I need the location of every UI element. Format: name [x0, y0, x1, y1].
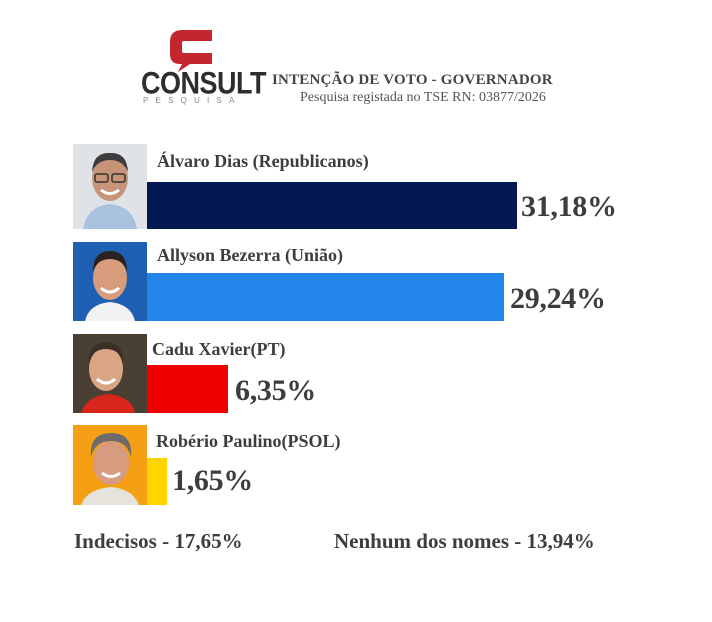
logo-brand: CONSULT: [141, 65, 267, 101]
portrait-icon: [73, 334, 147, 413]
vote-percent: 29,24%: [510, 282, 606, 315]
vote-bar-allyson-bezerra: [147, 273, 504, 321]
vote-bar-cadu-xavier: [147, 365, 228, 413]
vote-bar-roberio-paulino: [147, 458, 167, 505]
vote-percent: 6,35%: [235, 374, 317, 407]
candidate-photo-cadu-xavier: [73, 334, 147, 413]
candidate-photo-alvaro-dias: [73, 144, 147, 229]
vote-bar-alvaro-dias: [147, 182, 517, 229]
vote-percent: 31,18%: [521, 190, 617, 223]
portrait-icon: [73, 425, 147, 505]
candidate-photo-allyson-bezerra: [73, 242, 147, 321]
undecided-stat: Indecisos - 17,65%: [74, 529, 243, 553]
consult-logo-mark: [166, 26, 222, 72]
logo-tagline: PESQUISA: [143, 96, 242, 105]
chart-title: INTENÇÃO DE VOTO - GOVERNADOR: [272, 72, 553, 88]
candidate-photo-roberio-paulino: [73, 425, 147, 505]
speech-c-icon: [170, 30, 212, 72]
none-of-names-stat: Nenhum dos nomes - 13,94%: [334, 529, 595, 553]
portrait-icon: [73, 144, 147, 229]
candidate-name: Cadu Xavier(PT): [152, 339, 286, 359]
candidate-name: Robério Paulino(PSOL): [156, 431, 341, 451]
chart-subtitle: Pesquisa registada no TSE RN: 03877/2026: [300, 90, 546, 105]
candidate-name: Allyson Bezerra (União): [157, 245, 343, 265]
portrait-icon: [73, 242, 147, 321]
candidate-name: Álvaro Dias (Republicanos): [157, 151, 369, 171]
vote-percent: 1,65%: [172, 464, 254, 497]
